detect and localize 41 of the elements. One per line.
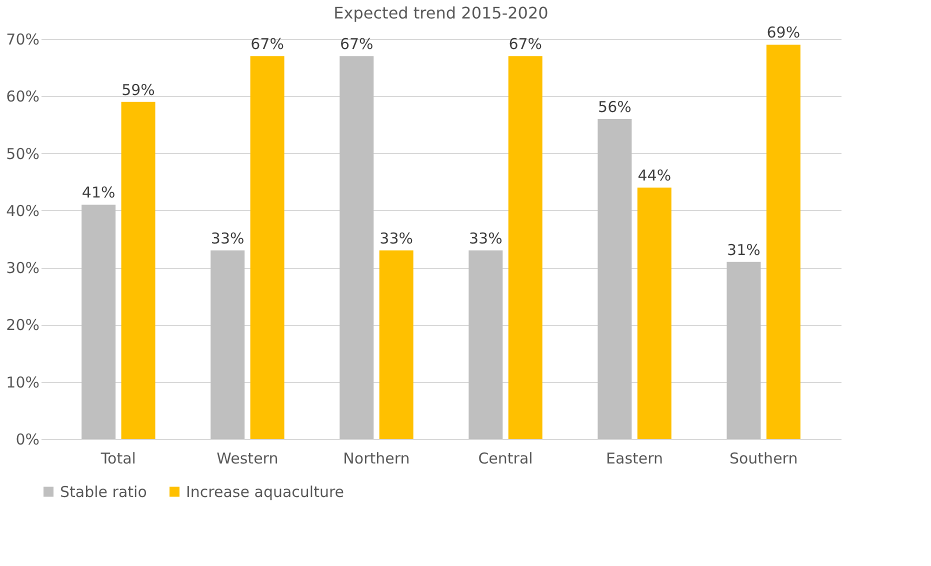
y-tick-label: 30% bbox=[6, 259, 40, 278]
y-tick-label: 40% bbox=[6, 202, 40, 220]
y-tick-label: 70% bbox=[6, 30, 40, 48]
bar bbox=[468, 250, 503, 439]
data-label: 33% bbox=[210, 229, 244, 248]
data-label: 59% bbox=[122, 80, 155, 99]
data-label: 67% bbox=[340, 35, 374, 54]
bar bbox=[82, 204, 116, 439]
data-label: 31% bbox=[727, 240, 760, 259]
bar bbox=[598, 119, 632, 439]
data-label: 33% bbox=[468, 229, 502, 248]
bar bbox=[250, 56, 284, 439]
bar bbox=[637, 188, 672, 439]
x-tick-label: Eastern bbox=[606, 450, 664, 468]
data-label: 67% bbox=[508, 35, 542, 54]
y-tick-label: 0% bbox=[16, 430, 40, 448]
data-label: 67% bbox=[250, 35, 284, 54]
chart-title: Expected trend 2015-2020 bbox=[334, 4, 548, 23]
x-tick-label: Western bbox=[216, 450, 278, 468]
data-label: 56% bbox=[598, 98, 632, 116]
bar bbox=[121, 102, 156, 439]
bar bbox=[379, 250, 414, 439]
y-tick-label: 10% bbox=[6, 373, 40, 392]
y-tick-label: 20% bbox=[6, 316, 40, 334]
bar bbox=[340, 56, 374, 439]
bar bbox=[766, 44, 800, 439]
data-label: 44% bbox=[638, 166, 672, 185]
x-tick-label: Total bbox=[100, 450, 136, 468]
x-tick-label: Southern bbox=[729, 450, 798, 468]
x-tick-label: Northern bbox=[343, 450, 410, 468]
data-label: 41% bbox=[82, 184, 116, 202]
y-tick-label: 50% bbox=[6, 144, 40, 163]
x-tick-label: Central bbox=[478, 450, 533, 468]
legend-label: Stable ratio bbox=[60, 482, 147, 501]
bar bbox=[508, 56, 542, 439]
legend-label: Increase aquaculture bbox=[186, 482, 344, 501]
data-label: 33% bbox=[380, 229, 414, 248]
y-tick-label: 60% bbox=[6, 88, 40, 106]
bar bbox=[210, 250, 245, 439]
bar bbox=[726, 262, 761, 439]
data-label: 69% bbox=[766, 24, 800, 42]
